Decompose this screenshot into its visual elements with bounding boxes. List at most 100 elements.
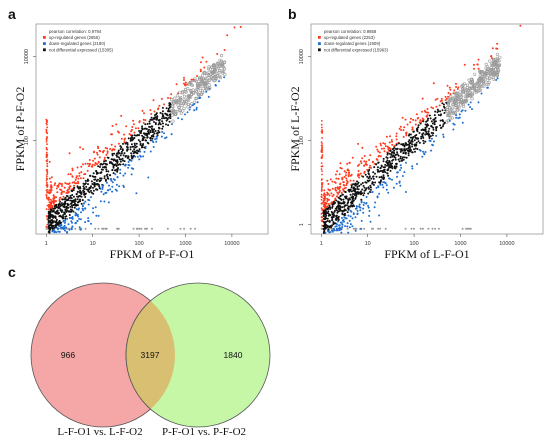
legend-label: up-regulated genes (2253) [324, 35, 375, 40]
data-point-a [168, 102, 171, 105]
data-point-b [453, 89, 456, 92]
data-point-a [147, 132, 150, 135]
data-point-b [380, 164, 383, 167]
data-point-a [62, 195, 65, 198]
data-point-b [375, 175, 378, 178]
data-point-b [442, 136, 445, 138]
data-point-b [468, 227, 471, 230]
data-point-b [432, 128, 435, 131]
data-point-a [59, 222, 62, 225]
data-point-b [375, 158, 378, 160]
data-point-b [402, 152, 405, 155]
data-point-b [454, 91, 459, 95]
legend-a: pearson correlation: 0.9794up-regulated … [43, 29, 114, 52]
data-point-a [166, 118, 169, 121]
data-point-a [121, 149, 124, 152]
data-point-a [151, 137, 154, 140]
data-point-b [442, 133, 445, 136]
data-point-b [430, 131, 433, 134]
data-point-b [340, 198, 343, 201]
data-point-b [408, 134, 410, 137]
data-point-a [223, 49, 226, 51]
data-point-a [158, 121, 161, 124]
data-point-b [336, 186, 339, 189]
data-point-b [480, 92, 483, 95]
data-point-a [140, 132, 142, 134]
data-point-b [492, 70, 497, 75]
data-point-b [397, 158, 400, 161]
data-point-a [170, 104, 175, 108]
data-point-b [439, 100, 442, 103]
data-point-a [114, 173, 117, 176]
data-point-b [362, 184, 365, 187]
data-point-a [171, 119, 175, 123]
data-point-b [368, 176, 371, 179]
data-point-a [197, 93, 201, 97]
data-point-a [218, 80, 220, 83]
data-point-b [421, 97, 424, 100]
data-point-b [333, 229, 336, 232]
data-point-a [214, 76, 218, 81]
data-point-a [46, 218, 49, 220]
data-point-a [68, 187, 71, 190]
venn-diagram: 966 3197 1840 L-F-O1 vs. L-F-O2 P-F-O1 v… [30, 282, 271, 438]
data-point-a [214, 84, 217, 87]
data-point-a [84, 183, 87, 185]
data-point-b [389, 135, 391, 138]
data-point-a [75, 221, 78, 224]
data-point-a [66, 204, 69, 207]
data-point-a [140, 227, 143, 230]
data-point-b [372, 181, 374, 184]
data-point-b [398, 180, 401, 183]
data-point-b [455, 86, 458, 88]
data-point-b [497, 59, 501, 63]
data-point-b [342, 188, 345, 191]
data-point-a [202, 82, 207, 86]
data-point-a [48, 160, 51, 163]
data-point-a [91, 165, 94, 168]
data-point-a [205, 90, 208, 93]
data-point-a [61, 185, 64, 188]
data-point-a [223, 72, 227, 77]
data-point-a [182, 106, 186, 110]
legend-swatch [318, 36, 321, 39]
data-point-b [385, 135, 388, 138]
data-point-b [342, 202, 345, 205]
data-point-b [444, 95, 447, 98]
data-point-a [175, 99, 179, 103]
data-point-b [396, 171, 399, 174]
data-point-b [348, 161, 351, 164]
data-point-b [320, 157, 323, 160]
data-point-b [469, 227, 472, 230]
data-point-a [62, 205, 65, 208]
data-point-a [47, 221, 50, 224]
data-point-a [76, 220, 79, 223]
data-point-a [73, 181, 76, 184]
data-point-a [194, 89, 198, 93]
data-point-b [362, 207, 364, 210]
data-point-a [118, 131, 120, 134]
data-point-b [412, 118, 415, 121]
data-point-b [384, 163, 387, 166]
data-point-a [90, 189, 92, 192]
data-point-a [123, 141, 126, 144]
data-point-a [64, 182, 67, 184]
data-point-b [326, 193, 329, 196]
data-point-b [396, 147, 399, 150]
data-point-b [368, 190, 371, 193]
data-point-b [381, 183, 384, 186]
data-point-a [196, 75, 198, 77]
data-point-a [130, 152, 133, 155]
data-point-b [446, 110, 450, 114]
data-point-b [401, 116, 404, 119]
data-point-b [322, 208, 325, 211]
data-point-b [376, 170, 379, 173]
data-point-a [136, 227, 139, 230]
data-point-b [498, 55, 502, 59]
data-point-b [388, 152, 391, 155]
data-point-b [461, 121, 464, 124]
data-point-a [111, 181, 114, 184]
data-point-a [205, 77, 209, 81]
data-point-a [199, 70, 202, 73]
data-point-a [82, 163, 84, 166]
